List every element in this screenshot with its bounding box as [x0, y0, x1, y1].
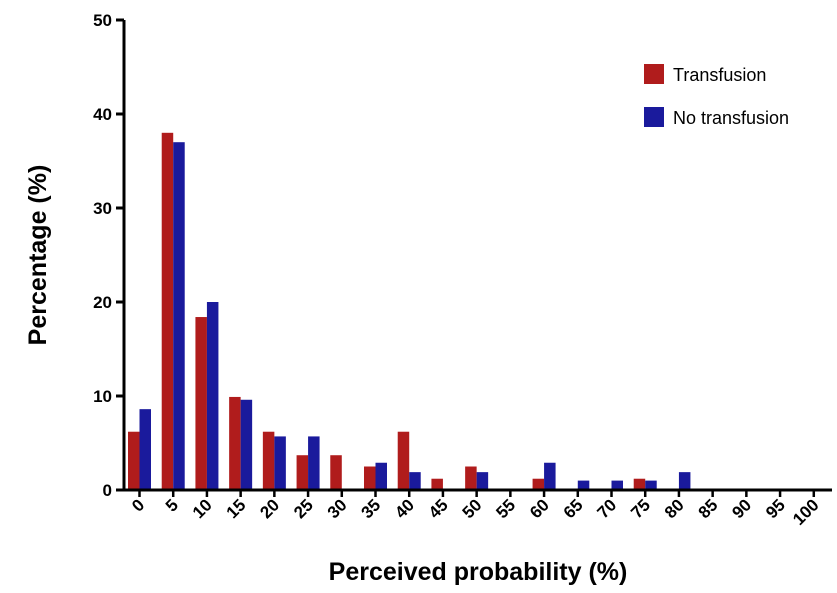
legend-swatch-transfusion [644, 64, 664, 84]
x-tick-label: 25 [290, 495, 317, 522]
x-ticks: 0 5 10 15 20 25 30 35 40 45 50 55 60 65 70 75 80 85 90 95 10… [128, 490, 823, 529]
x-tick-label: 10 [189, 495, 216, 522]
x-tick-label: 70 [594, 495, 621, 522]
bar-transfusion-75 [633, 478, 646, 490]
bar-no-transfusion-50 [476, 472, 489, 490]
y-tick-label: 10 [93, 387, 112, 406]
x-tick-label: 80 [661, 495, 688, 522]
bar-no-transfusion-10 [206, 302, 219, 490]
bar-transfusion-30 [330, 455, 342, 490]
bar-transfusion-60 [532, 478, 545, 490]
x-tick-label: 95 [762, 495, 789, 522]
bars-layer [128, 132, 691, 491]
bar-no-transfusion-70 [611, 480, 623, 490]
x-tick-label: 5 [162, 495, 182, 515]
bar-no-transfusion-80 [678, 472, 691, 490]
x-tick-label: 20 [256, 495, 283, 522]
y-tick-label: 20 [93, 293, 112, 312]
bar-no-transfusion-60 [544, 462, 556, 490]
bar-transfusion-10 [195, 317, 207, 490]
bar-no-transfusion-25 [308, 436, 320, 490]
legend-label-no-transfusion: No transfusion [673, 108, 789, 128]
bar-no-transfusion-75 [645, 480, 657, 490]
x-tick-label: 0 [128, 495, 148, 515]
y-tick-label: 30 [93, 199, 112, 218]
bar-no-transfusion-0 [139, 409, 151, 490]
x-tick-label: 60 [526, 495, 553, 522]
bar-transfusion-5 [161, 132, 174, 491]
x-tick-label: 30 [324, 495, 351, 522]
bar-transfusion-45 [431, 478, 443, 490]
x-tick-label: 50 [459, 495, 486, 522]
y-axis-title: Percentage (%) [24, 165, 52, 346]
x-tick-label: 55 [492, 495, 519, 522]
bar-no-transfusion-65 [577, 480, 590, 490]
y-tick-label: 50 [93, 11, 112, 30]
x-tick-label: 90 [728, 495, 755, 522]
bar-transfusion-40 [397, 431, 410, 490]
bar-no-transfusion-5 [173, 142, 185, 490]
x-tick-label: 100 [789, 495, 822, 528]
bar-no-transfusion-15 [240, 399, 253, 490]
x-axis-title: Perceived probability (%) [329, 558, 628, 586]
bar-no-transfusion-35 [375, 462, 387, 490]
bar-transfusion-0 [128, 431, 140, 490]
bar-no-transfusion-40 [409, 472, 421, 490]
x-tick-label: 15 [223, 495, 250, 522]
bar-transfusion-35 [364, 466, 376, 490]
bar-transfusion-50 [465, 466, 477, 490]
bar-no-transfusion-20 [274, 436, 286, 490]
x-tick-label: 85 [695, 495, 722, 522]
y-ticks: 0 10 20 30 40 50 [93, 11, 124, 500]
legend-swatch-no-transfusion [644, 107, 664, 127]
x-tick-label: 45 [425, 495, 452, 522]
legend: Transfusion No transfusion [644, 64, 789, 128]
x-tick-label: 65 [560, 495, 587, 522]
y-tick-label: 0 [103, 481, 112, 500]
bar-transfusion-20 [262, 431, 275, 490]
x-tick-label: 35 [358, 495, 385, 522]
bar-transfusion-15 [229, 396, 241, 490]
x-tick-label: 40 [391, 495, 418, 522]
y-tick-label: 40 [93, 105, 112, 124]
bar-transfusion-25 [296, 455, 309, 490]
x-tick-label: 75 [627, 495, 654, 522]
legend-label-transfusion: Transfusion [673, 65, 766, 85]
